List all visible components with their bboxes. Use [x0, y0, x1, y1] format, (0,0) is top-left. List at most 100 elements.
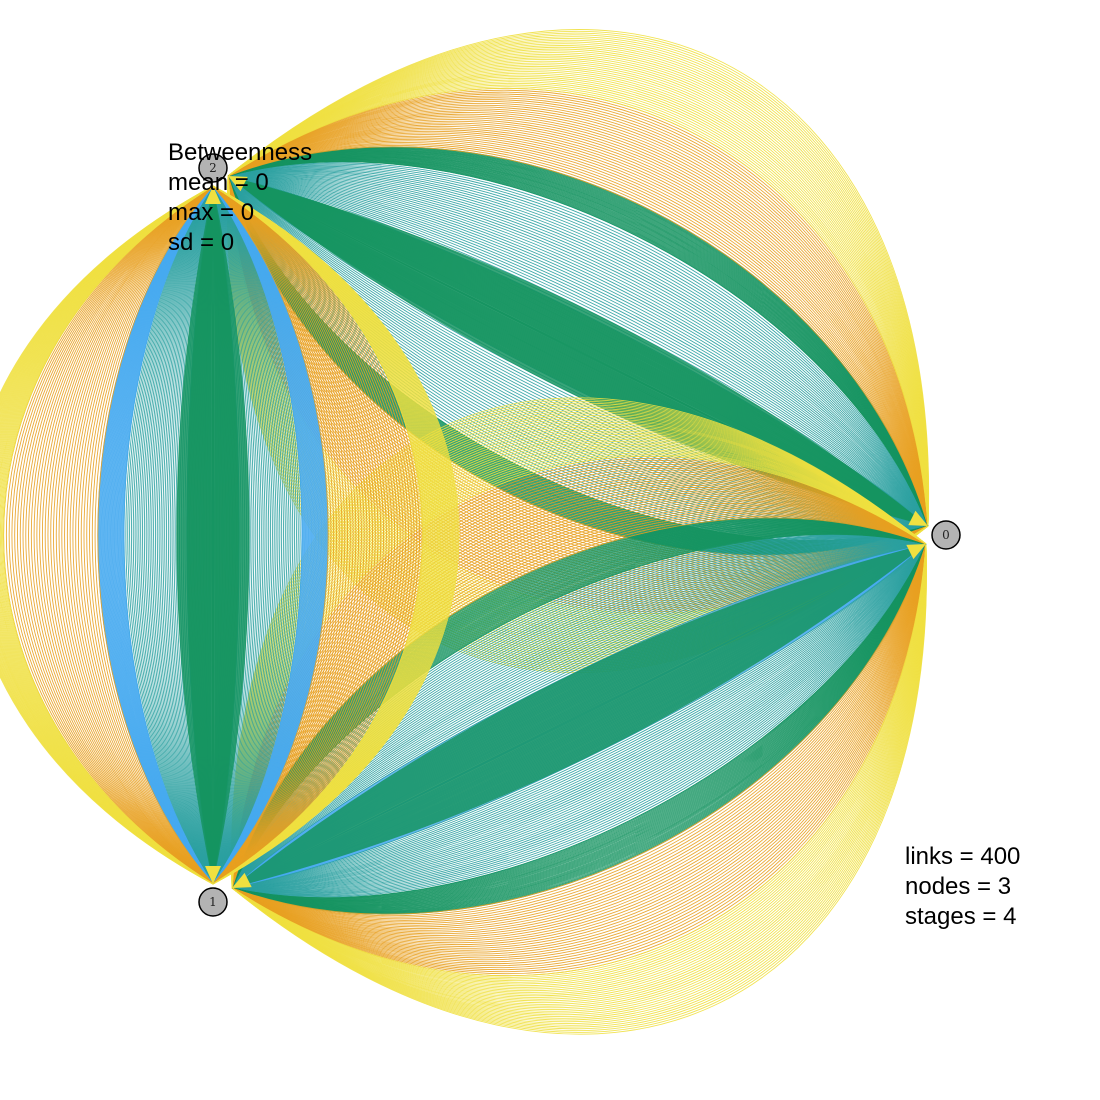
edge-link: [227, 147, 929, 527]
edge-link: [227, 154, 929, 527]
edge-link: [227, 160, 929, 527]
edge-link: [0, 185, 214, 885]
edge-link: [227, 175, 929, 527]
edge-link: [212, 185, 320, 885]
edge-link: [227, 150, 929, 527]
edge-layer: [0, 29, 930, 1035]
edge-link: [231, 518, 927, 889]
edge-link: [212, 185, 297, 885]
edge-link: [212, 185, 316, 885]
edge-link: [212, 185, 259, 885]
edge-link: [212, 185, 440, 885]
node-1[interactable]: 1: [198, 887, 228, 917]
edge-link: [212, 185, 429, 885]
edge-link: [227, 112, 929, 527]
edge-link: [138, 185, 214, 885]
edge-link: [212, 185, 412, 885]
edge-link: [231, 517, 927, 889]
edge-link: [231, 543, 927, 889]
edge-link: [227, 151, 929, 527]
edge-link: [212, 185, 284, 885]
edge-link: [0, 185, 214, 885]
edge-link: [231, 543, 927, 911]
edge-link: [231, 543, 927, 900]
edge-link: [212, 185, 407, 885]
edge-link: [231, 543, 927, 949]
edge-link: [227, 95, 929, 527]
edge-link: [231, 535, 927, 889]
edge-link: [227, 148, 929, 527]
edge-link: [227, 152, 929, 527]
edge-link: [0, 185, 214, 885]
edge-link: [231, 543, 927, 940]
edge-link: [231, 543, 927, 986]
edge-link: [227, 146, 929, 527]
edge-link: [231, 543, 927, 1002]
edge-link: [231, 543, 927, 898]
edge-link: [231, 543, 927, 992]
edge-link: [227, 93, 929, 527]
edge-link: [231, 543, 927, 906]
node-2[interactable]: 2: [198, 153, 228, 183]
edge-link: [212, 185, 251, 885]
edge-link: [231, 543, 927, 1031]
edge-link: [212, 185, 427, 885]
edge-link: [231, 543, 927, 1030]
edge-link: [227, 127, 929, 527]
edge-link: [97, 185, 214, 885]
edge-link: [231, 543, 927, 978]
edge-link: [227, 154, 929, 527]
edge-link: [227, 168, 929, 527]
edge-link: [0, 185, 214, 885]
edge-link: [212, 185, 337, 885]
edge-link: [212, 185, 324, 885]
edge-link: [231, 514, 927, 889]
edge-link: [227, 130, 929, 527]
edge-link: [231, 534, 927, 889]
edge-link: [227, 175, 929, 527]
edge-link: [8, 185, 214, 885]
edge-link: [231, 543, 927, 889]
edge-link: [212, 185, 312, 885]
edge-link: [114, 185, 214, 885]
edge-link: [212, 185, 434, 885]
edge-link: [227, 164, 929, 527]
edge-link: [127, 185, 214, 885]
edge-link: [53, 185, 214, 885]
edge-link: [231, 543, 927, 899]
edge-link: [212, 185, 404, 885]
edge-link: [231, 543, 927, 915]
edge-link: [231, 543, 927, 889]
edge-link: [100, 185, 214, 885]
edge-link: [212, 185, 445, 885]
edge-link: [231, 543, 927, 889]
edge-link: [231, 543, 927, 953]
edge-link: [130, 185, 214, 885]
edge-link: [212, 185, 325, 885]
edge-link: [227, 50, 929, 527]
edge-link: [212, 185, 441, 885]
edge-link: [231, 543, 927, 901]
node-0[interactable]: 0: [931, 520, 961, 550]
edge-link: [227, 39, 929, 527]
edge-link: [227, 175, 929, 527]
edge-link: [86, 185, 214, 885]
edge-link: [227, 159, 929, 527]
edge-link: [231, 543, 927, 966]
edge-link: [212, 185, 317, 885]
edge-link: [39, 185, 214, 885]
edge-link: [102, 185, 214, 885]
edge-link: [227, 64, 929, 527]
edge-link: [227, 67, 929, 527]
edge-link: [212, 185, 395, 885]
edge-link: [212, 185, 322, 885]
edge-link: [227, 145, 929, 527]
edge-link: [105, 185, 214, 885]
edge-link: [212, 185, 294, 885]
edge-link: [231, 543, 927, 906]
edge-link: [227, 150, 929, 527]
node-2-circle: [198, 153, 228, 183]
edge-link: [227, 160, 929, 527]
edge-link: [111, 185, 214, 885]
